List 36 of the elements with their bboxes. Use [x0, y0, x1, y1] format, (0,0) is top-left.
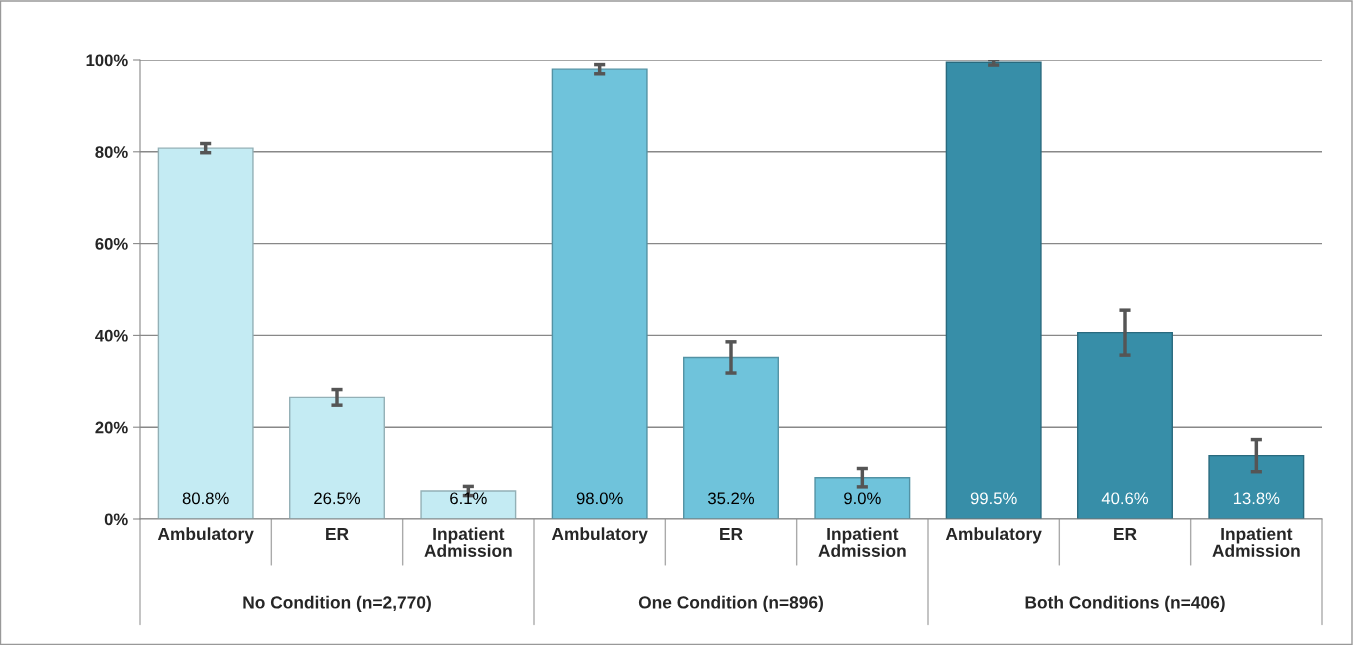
data-label: 26.5%: [314, 492, 361, 505]
y-tick-label: 20%: [95, 421, 128, 434]
data-label: 6.1%: [450, 492, 487, 505]
x-tick-label: ER: [326, 527, 349, 540]
x-tick-label: Ambulatory: [945, 527, 1042, 544]
data-label: 9.0%: [844, 492, 881, 505]
x-tick-label: Inpatient Admission: [818, 527, 906, 557]
data-label: 40.6%: [1101, 492, 1149, 505]
y-tick-label: 100%: [86, 54, 128, 67]
bar: [683, 356, 779, 519]
x-tick-label: ER: [1114, 527, 1137, 540]
data-label: 99.5%: [970, 492, 1017, 505]
data-label: 98.0%: [576, 492, 623, 505]
x-tick-label: ER: [720, 527, 743, 540]
x-tick-label: Ambulatory: [157, 527, 254, 544]
bar: [1077, 331, 1173, 519]
data-label: 80.8%: [182, 492, 229, 505]
data-label: 35.2%: [708, 492, 755, 505]
bar: [551, 68, 648, 519]
text: One Condition (n=896): [638, 595, 823, 613]
bar: [289, 396, 385, 519]
bar: [1208, 454, 1305, 519]
y-tick-label: 60%: [95, 238, 128, 250]
bar: [945, 61, 1042, 519]
x-tick-label: Inpatient Admission: [1212, 527, 1300, 557]
y-tick-label: 40%: [95, 329, 128, 342]
y-tick-label: 0%: [104, 513, 128, 526]
x-tick-label: Inpatient Admission: [424, 527, 512, 557]
x-tick-label: Ambulatory: [551, 527, 648, 544]
bar: [157, 147, 254, 519]
y-tick-label: 80%: [95, 146, 128, 158]
bar: [814, 476, 911, 519]
data-label: 13.8%: [1233, 492, 1280, 505]
text: Both Conditions (n=406): [1025, 595, 1225, 613]
bar: [420, 490, 517, 519]
text: No Condition (n=2,770): [243, 595, 431, 613]
